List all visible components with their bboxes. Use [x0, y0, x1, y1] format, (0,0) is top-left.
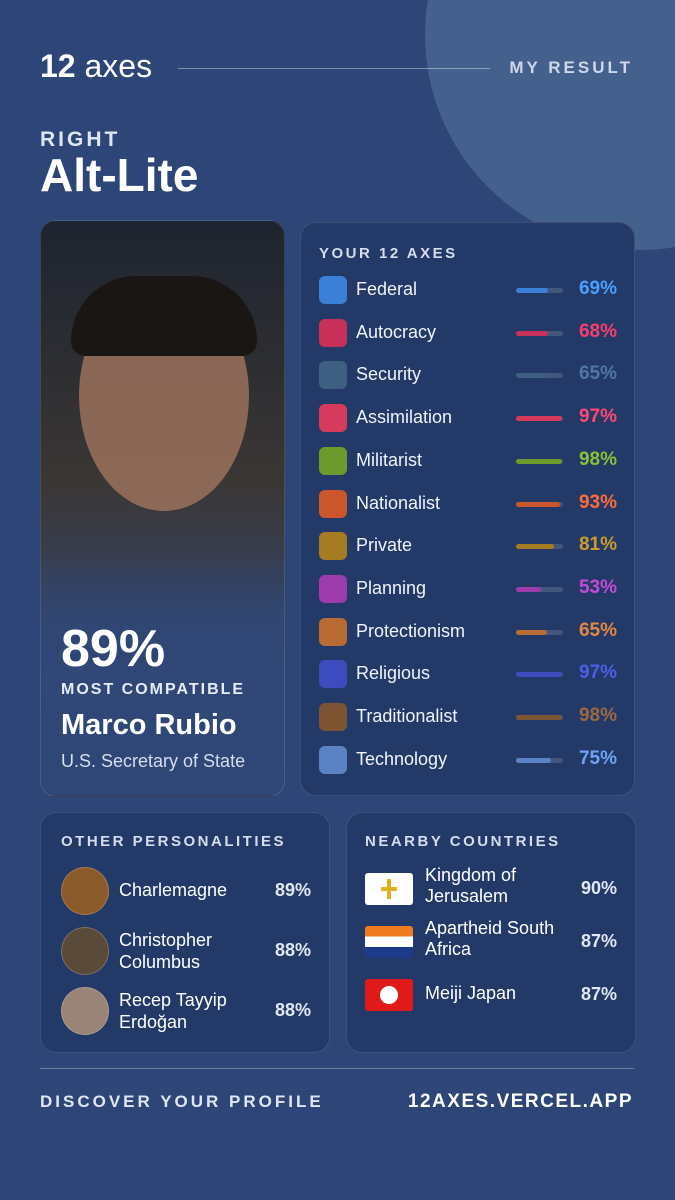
axis-percent: 81% [578, 534, 617, 556]
header-rule [178, 68, 490, 69]
footer-cta: DISCOVER YOUR PROFILE [40, 1092, 324, 1111]
country-percent: 87% [580, 984, 617, 1004]
axis-name: Federal [356, 279, 418, 299]
flag-sun [380, 986, 398, 1004]
axis-name: Security [356, 364, 422, 385]
logo-number: 12 [40, 48, 76, 84]
axis-icon [319, 532, 347, 561]
logo-word: axes [84, 48, 153, 84]
axis-percent: 65% [578, 619, 617, 641]
avatar [61, 987, 109, 1035]
personality-name: Christopher Columbus [119, 930, 213, 972]
axis-icon [319, 745, 347, 774]
axis-percent: 97% [578, 406, 617, 428]
country-name: Apartheid South Africa [425, 918, 555, 959]
personalities-title: OTHER PERSONALITIES [61, 833, 287, 850]
bar-fill [516, 373, 547, 379]
portrait-fade [41, 551, 284, 796]
axis-name: Private [356, 535, 413, 556]
axes-card: YOUR 12 AXES Federal 69% Autocracy 68% Secur… [300, 222, 635, 796]
axis-percent: 93% [578, 491, 617, 513]
axis-icon [319, 489, 347, 518]
axis-icon [319, 574, 347, 603]
axis-icon [319, 703, 347, 731]
axis-percent: 75% [578, 747, 617, 769]
axis-percent: 65% [578, 363, 617, 385]
avatar [61, 867, 109, 915]
axis-name: Technology [356, 748, 448, 769]
axis-name: Protectionism [356, 620, 466, 641]
bar-fill [516, 288, 549, 293]
personality-name: Recep Tayyip Erdoğan [119, 990, 227, 1032]
match-caption: MOST COMPATIBLE [61, 681, 246, 698]
axis-icon [319, 318, 347, 347]
portrait-hair [71, 276, 257, 356]
axis-percent: 98% [578, 448, 617, 470]
match-percent: 89% [61, 620, 166, 678]
axis-percent: 97% [578, 662, 617, 684]
logo: 12 axes [40, 48, 152, 85]
bar-fill [516, 458, 563, 464]
axis-name: Autocracy [356, 321, 437, 342]
bar-fill [516, 672, 562, 678]
axis-name: Nationalist [356, 492, 441, 513]
axis-percent: 68% [578, 320, 617, 342]
match-name: Marco Rubio [61, 709, 237, 741]
countries-title: NEARBY COUNTRIES [365, 833, 561, 850]
axis-name: Traditionalist [356, 706, 458, 726]
personalities-card: OTHER PERSONALITIES Charlemagne 89% Christ… [40, 812, 330, 1053]
result-category: RIGHT [40, 128, 121, 151]
avatar [61, 927, 109, 975]
axis-icon [319, 660, 347, 689]
axis-name: Militarist [356, 449, 422, 470]
country-percent: 87% [580, 931, 617, 951]
bar-fill [516, 629, 547, 635]
footer-url: 12AXES.VERCEL.APP [407, 1091, 633, 1112]
bar-fill [516, 544, 555, 550]
flag-cross [381, 879, 397, 899]
axis-icon [319, 361, 347, 390]
bar-fill [516, 757, 552, 763]
personality-name: Charlemagne [119, 880, 228, 900]
bar-fill [516, 715, 563, 720]
flag [365, 926, 413, 958]
bar-fill [516, 330, 548, 336]
axes-title: YOUR 12 AXES [319, 245, 458, 262]
personality-percent: 88% [274, 940, 311, 960]
country-name: Kingdom of Jerusalem [425, 865, 517, 906]
axis-icon [319, 446, 347, 475]
footer-rule [40, 1068, 634, 1069]
axis-icon [319, 404, 347, 433]
personality-percent: 89% [274, 880, 311, 900]
bar-fill [516, 586, 541, 592]
countries-card: NEARBY COUNTRIES Kingdom of Jerusalem 90%… [346, 812, 636, 1053]
axis-percent: 53% [578, 576, 617, 598]
bar-fill [516, 416, 562, 422]
match-role: U.S. Secretary of State [61, 751, 246, 771]
axis-percent: 69% [578, 278, 617, 299]
country-percent: 90% [580, 878, 617, 898]
country-name: Meiji Japan [425, 983, 517, 1003]
decor-circle [425, 0, 675, 250]
flag [365, 873, 413, 905]
bar-fill [516, 501, 560, 507]
axis-icon [319, 276, 347, 304]
axis-name: Planning [356, 577, 427, 598]
personality-percent: 88% [274, 1000, 311, 1020]
axis-percent: 98% [578, 705, 617, 726]
axis-name: Assimilation [356, 407, 453, 428]
match-card: 89% MOST COMPATIBLE Marco Rubio U.S. Sec… [40, 220, 285, 797]
axis-name: Religious [356, 663, 431, 684]
axis-icon [319, 617, 347, 646]
header-tag: MY RESULT [509, 58, 633, 77]
result-ideology: Alt-Lite [40, 149, 199, 201]
flag [365, 979, 413, 1011]
